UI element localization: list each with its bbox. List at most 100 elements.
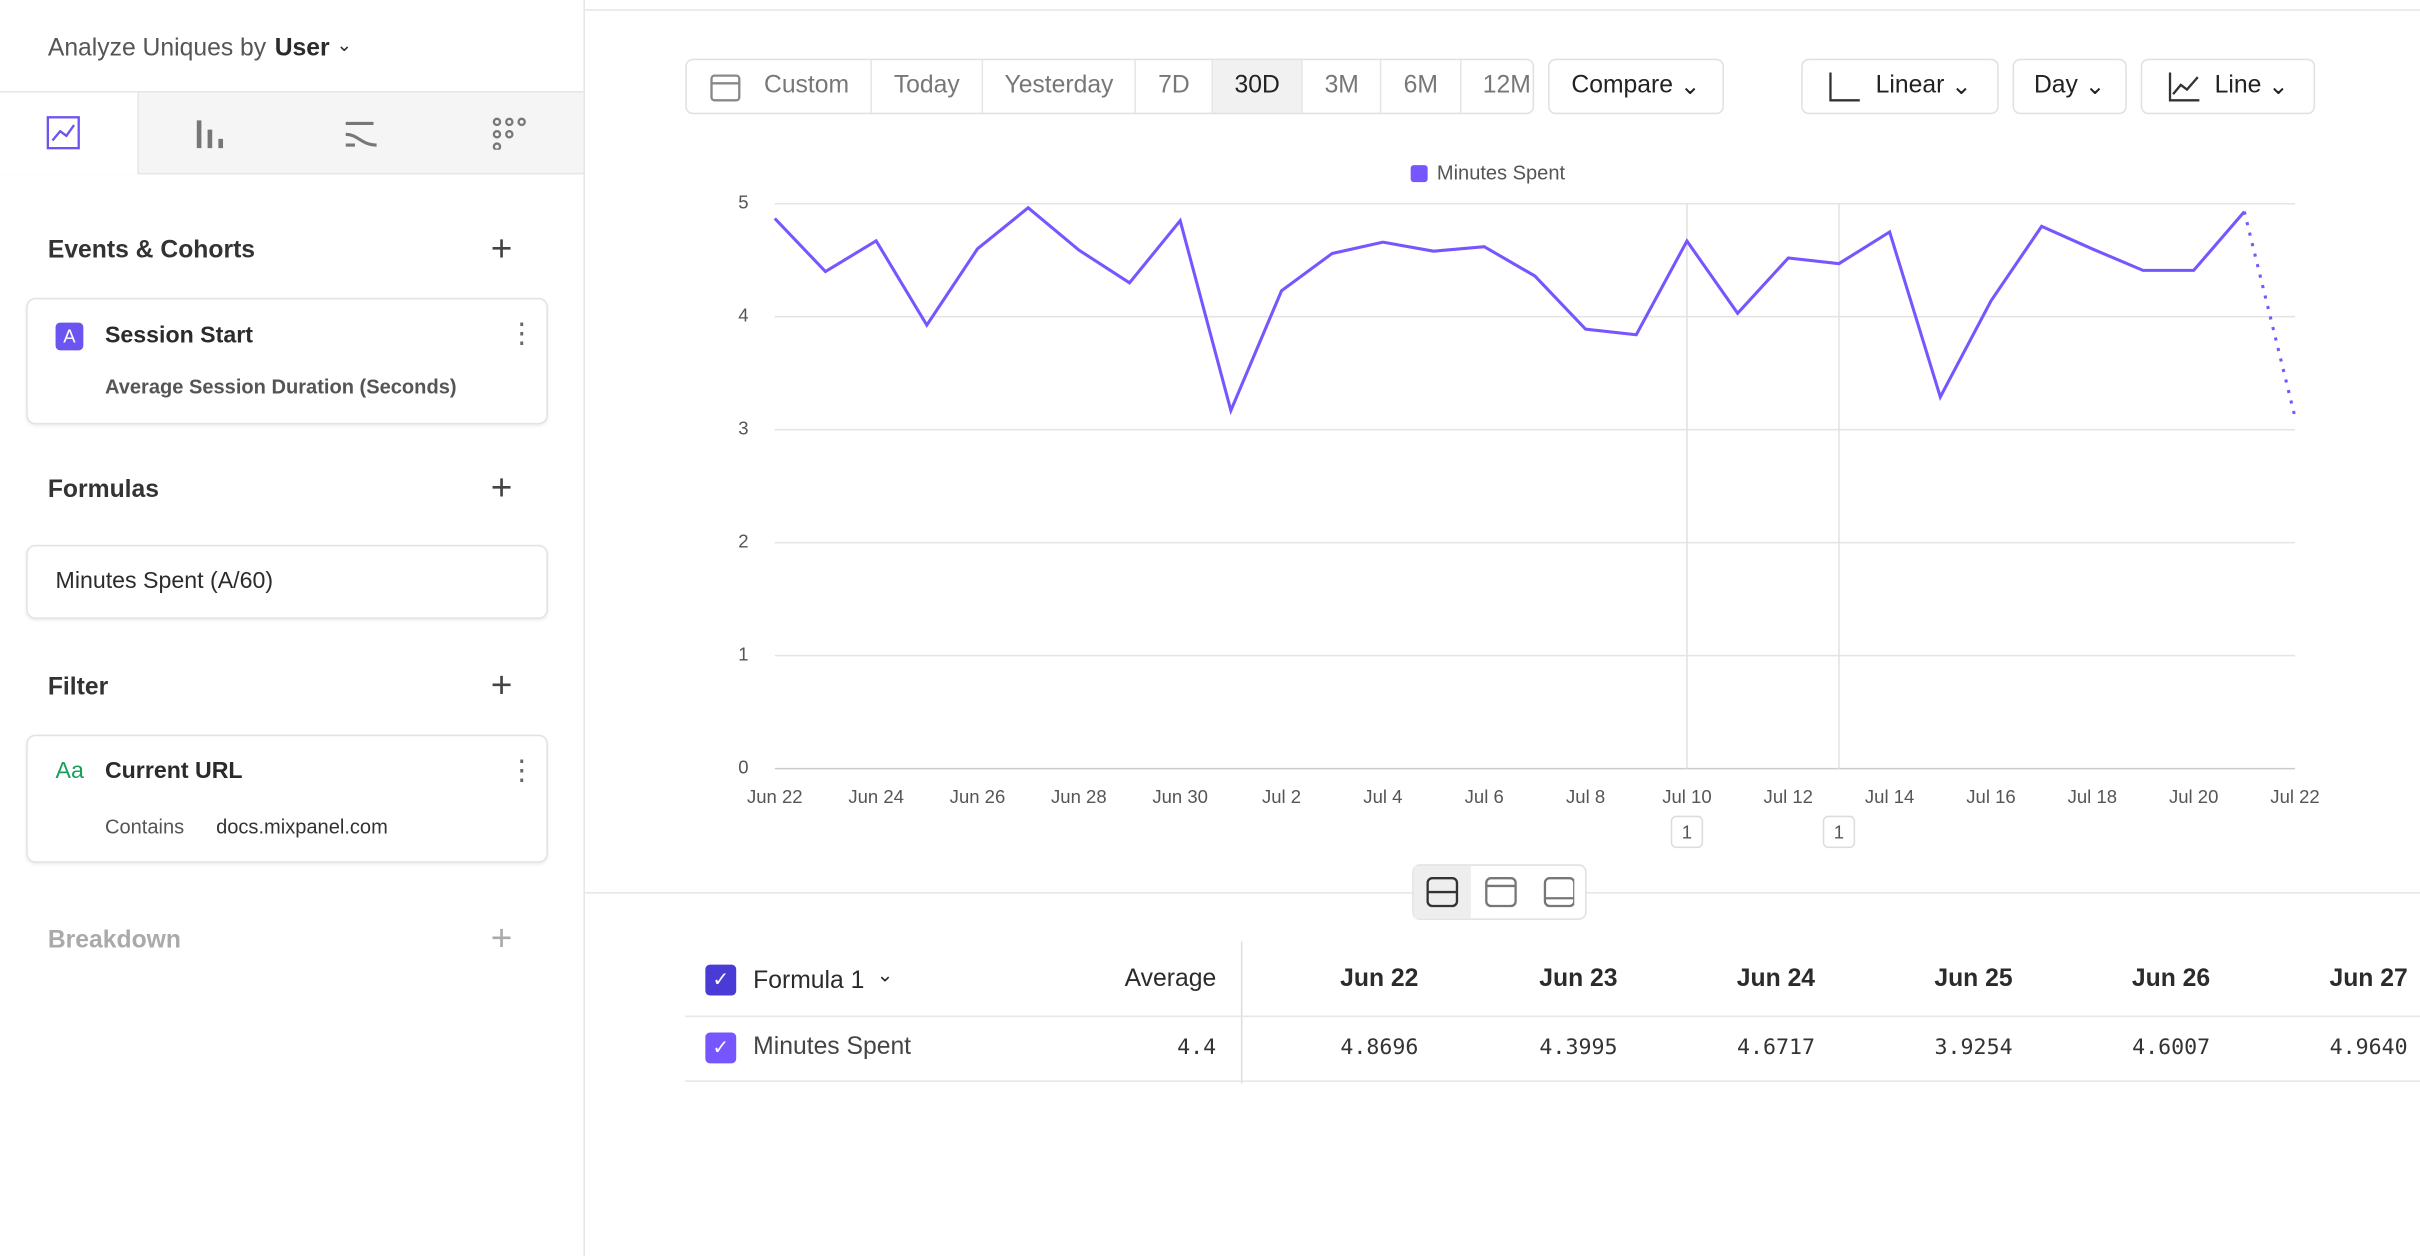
tab-retention[interactable] xyxy=(491,116,528,150)
x-tick-label: Jun 28 xyxy=(1051,786,1107,807)
table-cell: 4.3995 xyxy=(1539,1035,1618,1061)
line xyxy=(2242,211,2297,418)
chart: 0 1 2 3 4 5 1 1 Jun 22 Jun 24 Jun 26 Jun 28 Jun 30 Ju… xyxy=(738,163,2320,849)
layout-icons xyxy=(1426,877,1575,908)
table-cell: 4.8696 xyxy=(1340,1035,1419,1061)
section-title: Breakdown xyxy=(47,927,181,954)
range-option[interactable]: 12M xyxy=(1461,60,1532,112)
column-header: Average xyxy=(1124,966,1217,993)
x-tick-label: Jul 6 xyxy=(1465,786,1504,807)
scale-button[interactable]: Linear ⌄ xyxy=(1801,58,1999,115)
badge: Aa xyxy=(55,757,84,785)
calendar-icon xyxy=(687,60,743,112)
icon xyxy=(2168,72,2200,102)
add-button[interactable]: + xyxy=(490,228,513,271)
y-tick-label: 4 xyxy=(738,305,748,326)
event-name: Session Start xyxy=(104,322,253,349)
checkbox[interactable]: ✓ xyxy=(705,964,737,996)
range-option[interactable]: 7D xyxy=(1137,60,1213,113)
table-cell: 3.9254 xyxy=(1934,1035,2013,1061)
interval-button[interactable]: Day ⌄ xyxy=(2012,58,2127,115)
column-header: Jun 24 xyxy=(1736,966,1816,993)
x-tick-label: Jul 20 xyxy=(2169,786,2218,807)
table-cell: 4.6717 xyxy=(1736,1035,1816,1061)
range-option[interactable]: Custom xyxy=(742,60,873,113)
x-tick-label: Jul 18 xyxy=(2068,786,2117,807)
tab-flows[interactable] xyxy=(343,117,380,151)
line xyxy=(773,205,2246,416)
x-tick-label: Jun 24 xyxy=(848,786,904,807)
column-header: Jun 25 xyxy=(1934,966,2013,993)
section-title: Events & Cohorts xyxy=(47,237,256,264)
filter-operator: Contains xyxy=(104,814,185,839)
x-tick-label: Jul 8 xyxy=(1566,786,1605,807)
formula-card[interactable]: Minutes Spent (A/60) xyxy=(26,544,548,619)
annotation-box xyxy=(1670,815,1704,849)
icon xyxy=(710,74,741,102)
layout-toggle xyxy=(1412,864,1587,920)
label: Day xyxy=(2033,72,2078,99)
y-tick-label: 3 xyxy=(738,418,748,439)
tab-funnels[interactable] xyxy=(194,117,228,151)
range-option[interactable]: 30D xyxy=(1212,60,1303,113)
range-option[interactable]: Yesterday xyxy=(983,60,1137,113)
x-tick-label: Jul 10 xyxy=(1662,786,1711,807)
sidebar: Analyze Uniques by User ⌄ Events & Cohor… xyxy=(0,0,585,1256)
badge: A xyxy=(55,322,84,351)
column-header: Jun 22 xyxy=(1340,966,1419,993)
date-range: Custom Today Yesterday 7D 30D 3M 6M 12M xyxy=(685,58,1535,115)
x-tick-label: Jul 4 xyxy=(1363,786,1402,807)
y-tick-label: 1 xyxy=(738,644,748,665)
range-option[interactable]: 3M xyxy=(1303,60,1383,113)
column-header: Jun 26 xyxy=(2131,966,2211,993)
divider xyxy=(584,9,2420,11)
dropdown-caret: ⌄ xyxy=(336,33,352,56)
range-option[interactable]: Today xyxy=(872,60,983,113)
legend-swatch xyxy=(1410,165,1428,183)
annotation-box xyxy=(1822,815,1856,849)
table-cell: 4.9640 xyxy=(2329,1035,2408,1061)
icon xyxy=(46,116,80,150)
filter-name: Current URL xyxy=(104,757,243,785)
y-tick-label: 0 xyxy=(738,757,748,778)
range-option[interactable]: 6M xyxy=(1382,60,1462,113)
divider xyxy=(1240,941,1243,1084)
x-tick-label: Jun 30 xyxy=(1152,786,1208,807)
add-button[interactable]: + xyxy=(490,467,513,510)
formula-name: Minutes Spent (A/60) xyxy=(55,567,274,595)
table-cell: 4.6007 xyxy=(2132,1035,2211,1061)
chart-type-button[interactable]: Line ⌄ xyxy=(2140,58,2316,115)
checkbox[interactable]: ✓ xyxy=(705,1032,737,1064)
divider xyxy=(685,1080,2420,1082)
x-tick-label: Jul 16 xyxy=(1966,786,2015,807)
column-header: Jun 27 xyxy=(2329,966,2408,993)
x-tick-label: Jul 22 xyxy=(2270,786,2319,807)
event-card[interactable]: A Session Start Average Session Duration… xyxy=(26,297,548,425)
tab-insights[interactable] xyxy=(0,92,139,175)
filter-value: docs.mixpanel.com xyxy=(216,814,388,839)
column-header: Jun 23 xyxy=(1539,966,1618,993)
analyze-value[interactable]: User xyxy=(274,35,330,62)
table-cell: 4.4 xyxy=(1177,1035,1217,1061)
menu[interactable]: ⋮ xyxy=(507,754,536,786)
add-button[interactable]: + xyxy=(490,918,513,960)
column-header: Formula 1 xyxy=(753,967,865,994)
dropdown-caret: ⌄ xyxy=(876,963,894,987)
section-title: Formulas xyxy=(47,476,159,504)
table-cell: Minutes Spent xyxy=(753,1034,912,1061)
analyze-label: Analyze Uniques by xyxy=(47,35,267,62)
label: Line xyxy=(2214,72,2262,99)
y-tick-label: 2 xyxy=(738,531,748,552)
add-button[interactable]: + xyxy=(490,665,513,707)
menu[interactable]: ⋮ xyxy=(507,317,536,349)
annotation-label: 1 xyxy=(1682,821,1692,842)
annotation-label: 1 xyxy=(1834,821,1844,842)
filter-card[interactable]: Aa Current URL Contains docs.mixpanel.co… xyxy=(26,734,548,863)
divider xyxy=(685,1015,2420,1018)
x-tick-label: Jul 14 xyxy=(1865,786,1914,807)
label: Compare xyxy=(1571,72,1673,99)
compare-button[interactable]: Compare ⌄ xyxy=(1548,58,1724,115)
tabs xyxy=(0,91,584,175)
